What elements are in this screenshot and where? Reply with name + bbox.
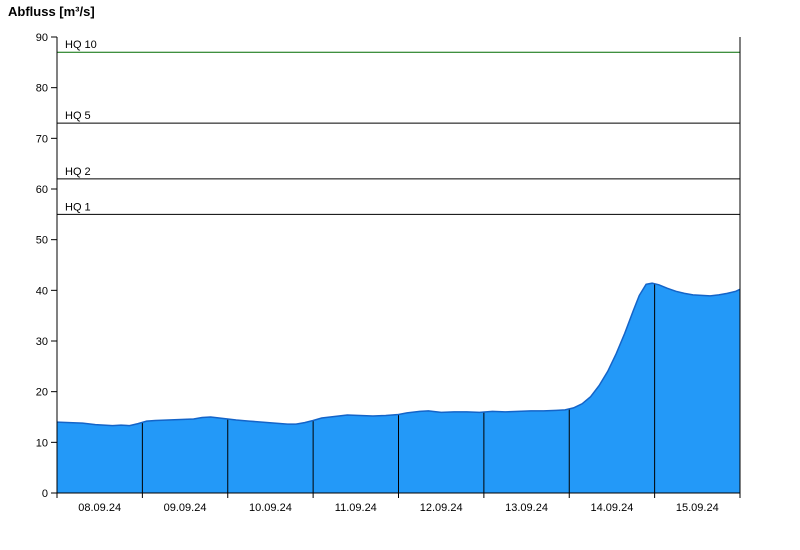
y-axis-tick-label: 20	[36, 387, 48, 399]
y-axis-tick-label: 40	[36, 285, 48, 297]
y-axis-tick-label: 30	[36, 336, 48, 348]
y-axis-tick-label: 10	[36, 437, 48, 449]
threshold-label: HQ 1	[65, 201, 91, 213]
x-axis-tick-label: 10.09.24	[249, 502, 292, 514]
threshold-label: HQ 10	[65, 39, 97, 51]
x-axis-tick-label: 09.09.24	[164, 502, 207, 514]
threshold-label: HQ 5	[65, 110, 91, 122]
y-axis-tick-label: 80	[36, 83, 48, 95]
y-axis-tick-label: 60	[36, 184, 48, 196]
x-axis-tick-label: 13.09.24	[505, 502, 548, 514]
threshold-label: HQ 2	[65, 166, 91, 178]
x-axis-tick-label: 15.09.24	[676, 502, 719, 514]
discharge-line	[56, 282, 741, 427]
x-axis-tick-label: 12.09.24	[420, 502, 463, 514]
x-axis-tick-label: 11.09.24	[335, 502, 377, 514]
x-axis-tick-label: 14.09.24	[591, 502, 634, 514]
y-axis-tick-label: 70	[36, 133, 48, 145]
x-axis-tick-label: 08.09.24	[78, 502, 121, 514]
y-axis-tick-label: 0	[42, 488, 48, 500]
chart-title: Abfluss [m³/s]	[8, 4, 95, 19]
y-axis-tick-label: 90	[36, 32, 48, 44]
y-axis-tick-label: 50	[36, 235, 48, 247]
